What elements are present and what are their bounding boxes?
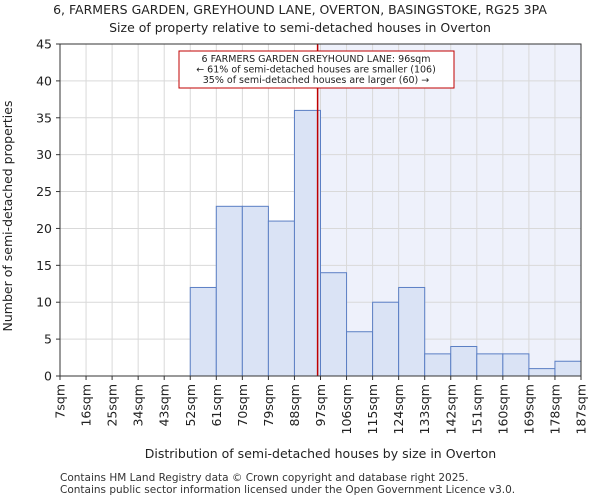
x-tick-label: 34sqm [131,384,146,427]
plot-frame [59,43,582,377]
y-axis-ticks: 0 5 10 15 20 25 30 35 40 45 [36,37,60,384]
histogram-bar [267,220,295,377]
footer-licence: Contains public sector information licen… [60,484,516,496]
x-tick-label: 43sqm [157,384,172,427]
histogram-bar [346,331,374,377]
x-tick-label: 133sqm [417,384,432,434]
histogram-bar [189,286,217,377]
y-tick-label: 35 [36,110,52,125]
x-tick-label: 16sqm [79,384,94,427]
histogram-bar [293,109,322,377]
x-tick-label: 169sqm [521,384,536,434]
larger-region-shade [317,44,581,376]
y-tick-label: 25 [36,184,52,199]
histogram-bar [320,272,348,377]
y-tick-label: 20 [36,221,52,236]
histogram-bar [528,368,556,377]
y-tick-label: 15 [36,258,52,273]
x-tick-label: 97sqm [313,384,328,427]
x-tick-label: 160sqm [495,384,510,434]
x-tick-label: 88sqm [287,384,302,427]
histogram-bar [502,353,530,377]
x-tick-label: 178sqm [547,384,562,434]
annotation-box: 6 FARMERS GARDEN GREYHOUND LANE: 96sqm ←… [178,50,455,89]
x-tick-label: 79sqm [261,384,276,427]
x-tick-label: 61sqm [209,384,224,427]
x-tick-label: 187sqm [574,384,589,434]
histogram-bar [372,301,400,377]
y-tick-label: 45 [36,37,52,52]
chart-subtitle: Size of property relative to semi-detach… [109,20,491,35]
x-tick-label: 7sqm [53,384,68,419]
y-axis-label: Number of semi-detached properties [0,101,15,332]
x-tick-label: 25sqm [105,384,120,427]
histogram-chart: 6 FARMERS GARDEN GREYHOUND LANE: 96sqm ←… [0,37,589,462]
bars [189,109,582,377]
y-tick-label: 5 [44,332,52,347]
x-tick-label: 115sqm [365,384,380,434]
annotation-border [178,50,455,89]
x-tick-label: 124sqm [391,384,406,434]
histogram-bar [424,353,452,377]
histogram-bar [398,286,426,377]
chart-title: 6, FARMERS GARDEN, GREYHOUND LANE, OVERT… [53,2,547,17]
y-tick-label: 40 [36,73,52,88]
annotation-line-3: 35% of semi-detached houses are larger (… [203,75,430,86]
y-tick-label: 10 [36,295,52,310]
x-axis-label: Distribution of semi-detached houses by … [145,446,496,461]
y-tick-label: 0 [44,369,52,384]
histogram-bar [215,205,243,377]
y-tick-label: 30 [36,147,52,162]
x-tick-label: 106sqm [339,384,354,434]
x-tick-label: 52sqm [183,384,198,427]
x-tick-label: 151sqm [469,384,484,434]
x-tick-label: 142sqm [443,384,458,434]
x-axis-ticks: 7sqm 16sqm 25sqm 34sqm 43sqm 52sqm 61sqm 70sqm 7… [53,376,589,434]
histogram-bar [476,353,504,377]
footer-copyright: Contains HM Land Registry data © Crown c… [60,472,469,484]
annotation-line-1: 6 FARMERS GARDEN GREYHOUND LANE: 96sqm [202,54,431,65]
histogram-bar [450,345,478,377]
histogram-bar [554,360,582,377]
x-tick-label: 70sqm [235,384,250,427]
histogram-bar [241,205,269,377]
annotation-line-2: ← 61% of semi-detached houses are smalle… [196,65,436,76]
